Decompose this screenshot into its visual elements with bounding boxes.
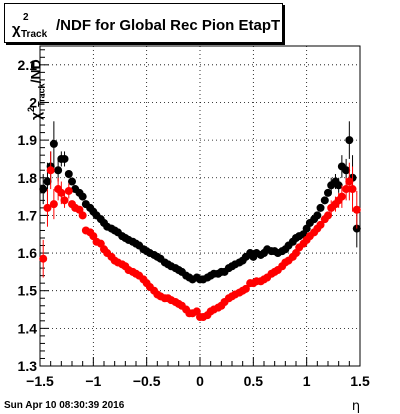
x-tick-label: 1.5 (350, 373, 370, 389)
data-point (49, 139, 58, 148)
data-point (345, 136, 354, 145)
data-point (313, 211, 322, 220)
chart-title: /NDF for Global Rec Pion EtapT (56, 17, 281, 34)
data-point (54, 166, 63, 175)
data-point (345, 177, 354, 186)
timestamp: Sun Apr 10 08:30:39 2016 (4, 400, 125, 411)
x-tick-label: 0.5 (244, 373, 264, 389)
data-point (348, 185, 357, 194)
y-label-chi: χ (27, 111, 44, 120)
data-point (43, 177, 52, 186)
x-axis-label: η (352, 399, 360, 414)
x-tick-label: −1 (85, 373, 101, 389)
data-point (43, 203, 52, 212)
data-point (39, 185, 48, 194)
title-chi-symbol: χ (12, 21, 21, 38)
data-point (64, 186, 73, 195)
data-point (342, 185, 351, 194)
y-tick-label: 2.1 (18, 57, 38, 73)
data-point (68, 177, 76, 186)
x-tick-label: 1 (303, 373, 311, 389)
data-point (64, 170, 73, 178)
y-tick-label: 2 (29, 94, 37, 110)
y-tick-label: 1.5 (18, 283, 38, 299)
y-tick-label: 1.9 (18, 132, 38, 148)
title-superscript: 2 (23, 12, 29, 23)
chart-title-box: χ 2 Track /NDF for Global Rec Pion EtapT (4, 3, 283, 43)
data-point (316, 203, 325, 212)
y-label-subscript: Track (36, 83, 47, 107)
y-label-superscript: 2 (26, 106, 36, 112)
data-point (49, 200, 58, 209)
data-point (324, 211, 332, 220)
data-point (334, 181, 343, 190)
x-tick-label: −1.5 (26, 373, 54, 389)
data-point (337, 192, 346, 201)
y-tick-label: 1.7 (18, 207, 38, 223)
data-point (60, 154, 69, 163)
data-point (46, 166, 55, 175)
x-tick-label: 0 (196, 373, 204, 389)
data-point (60, 196, 69, 205)
data-series (39, 121, 361, 322)
x-tick-label: −0.5 (133, 373, 161, 389)
y-tick-label: 1.3 (18, 358, 38, 374)
data-point (78, 192, 87, 201)
y-label-ndf: /ND (27, 59, 44, 84)
data-point (39, 254, 48, 263)
title-subscript: Track (21, 29, 48, 40)
axes: −1.5 −1 −0.5 0 0.5 1 1.5 1.3 1.4 1.5 1.6 1.7 1.8 1.9 2… (18, 49, 370, 389)
series-1 (39, 151, 361, 322)
y-tick-label: 1.8 (18, 170, 38, 186)
data-point (57, 188, 66, 197)
data-point (352, 205, 361, 214)
data-point (320, 196, 329, 205)
y-tick-label: 1.6 (18, 245, 38, 261)
data-point (324, 188, 332, 197)
data-point (316, 220, 325, 229)
data-point (78, 211, 87, 220)
series-0 (39, 121, 361, 284)
data-point (342, 166, 351, 175)
data-point (241, 284, 250, 293)
y-tick-label: 1.4 (18, 320, 38, 336)
